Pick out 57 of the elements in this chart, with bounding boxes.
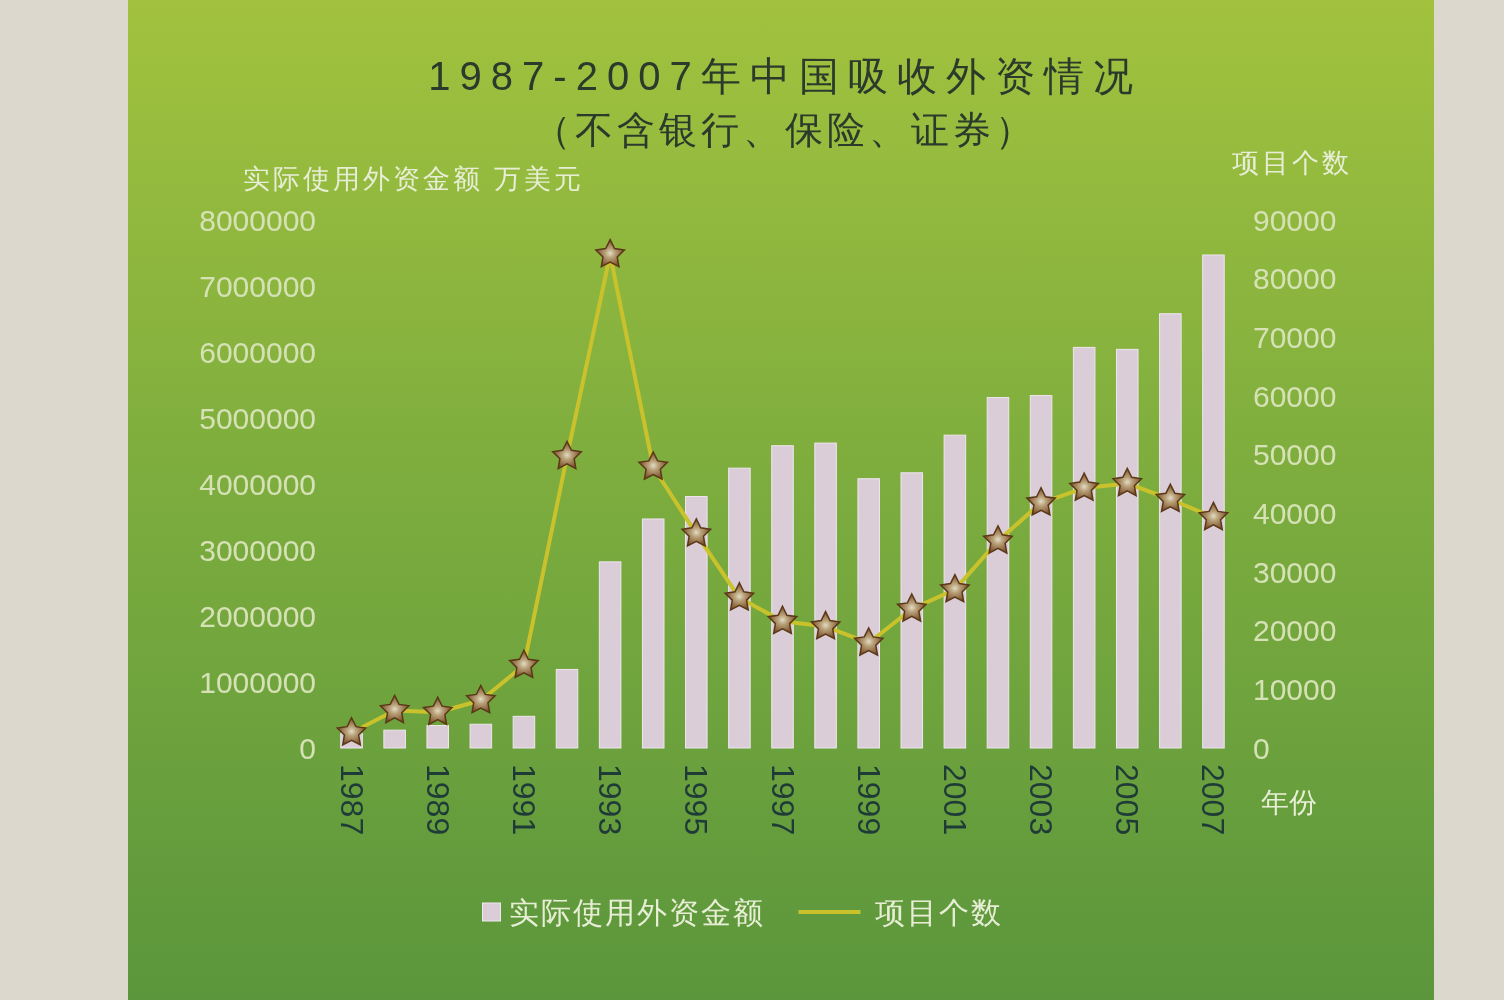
chart-title: 1987-2007年中国吸收外资情况	[428, 54, 1142, 98]
x-tick-label: 1999	[850, 764, 887, 836]
y2-tick-label: 70000	[1253, 320, 1337, 354]
x-tick-label: 1987	[333, 764, 370, 836]
y2-tick-label: 30000	[1253, 555, 1337, 589]
x-tick-label: 1989	[419, 764, 456, 836]
y-tick-label: 5000000	[199, 401, 316, 435]
bar	[685, 496, 708, 749]
bar	[1115, 348, 1139, 749]
legend-label: 实际使用外资金额	[508, 895, 765, 929]
y-tick-label: 0	[299, 731, 316, 765]
bar	[1159, 313, 1182, 749]
bar	[383, 729, 406, 749]
y2-tick-label: 80000	[1253, 262, 1337, 296]
y2-tick-label: 50000	[1253, 438, 1337, 472]
bar	[1202, 254, 1225, 749]
y-tick-label: 8000000	[199, 203, 316, 237]
bar	[426, 725, 450, 749]
bar	[900, 472, 924, 749]
y2-tick-label: 90000	[1253, 203, 1337, 237]
bar	[641, 518, 665, 749]
y-tick-label: 4000000	[199, 467, 316, 501]
x-axis-title: 年份	[1261, 787, 1317, 818]
x-tick-label: 1997	[764, 764, 801, 836]
bar	[555, 668, 579, 749]
x-tick-label: 1995	[678, 764, 715, 836]
y-tick-label: 6000000	[199, 335, 316, 369]
y-tick-label: 2000000	[199, 599, 316, 633]
x-tick-label: 2007	[1195, 764, 1232, 836]
chart-subtitle: （不含银行、保险、证券）	[533, 109, 1037, 151]
bar	[1072, 346, 1096, 749]
y-tick-label: 1000000	[199, 665, 316, 699]
bar	[771, 445, 794, 749]
x-tick-label: 2005	[1109, 764, 1146, 836]
y2-tick-label: 20000	[1253, 614, 1337, 648]
bar	[598, 561, 622, 749]
x-tick-label: 1993	[592, 764, 629, 836]
y2-tick-label: 60000	[1253, 379, 1337, 413]
y-tick-label: 3000000	[199, 533, 316, 567]
y2-tick-label: 40000	[1253, 496, 1337, 530]
bar	[469, 723, 493, 749]
y2-tick-label: 0	[1253, 731, 1270, 765]
bar	[943, 434, 967, 749]
legend-label: 项目个数	[874, 895, 1003, 929]
bar	[857, 478, 880, 749]
y2-axis-title: 项目个数	[1232, 148, 1352, 178]
x-tick-label: 2001	[936, 764, 973, 836]
x-tick-label: 1991	[505, 764, 542, 836]
bar	[1029, 395, 1053, 749]
bar	[512, 715, 536, 749]
bar	[814, 442, 837, 749]
y2-tick-label: 10000	[1253, 672, 1337, 706]
y-tick-label: 7000000	[199, 269, 316, 303]
y-axis-title: 实际使用外资金额 万美元	[243, 164, 584, 194]
x-tick-label: 2003	[1023, 764, 1060, 836]
bar	[728, 467, 751, 749]
bar	[986, 397, 1010, 749]
